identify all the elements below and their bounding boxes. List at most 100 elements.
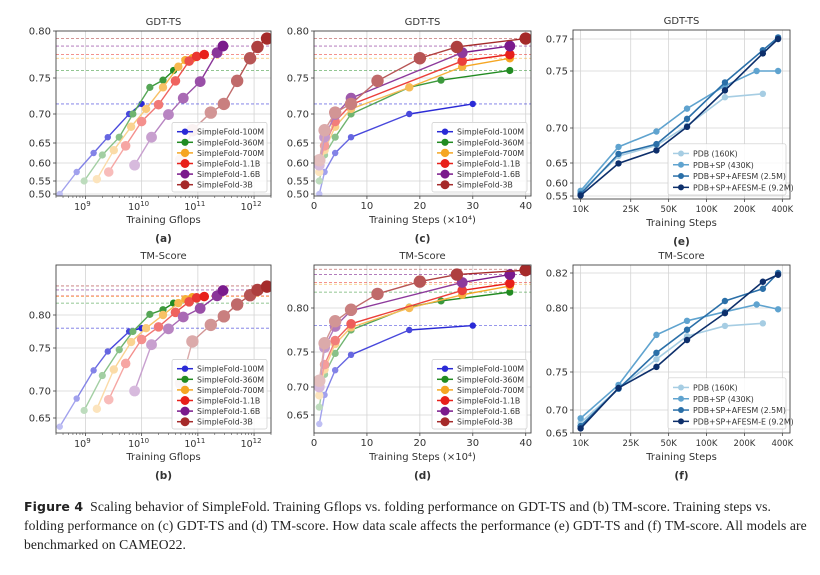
series-segment — [724, 322, 763, 327]
legend-item: SimpleFold-1.1B — [437, 159, 520, 169]
series-segment — [409, 66, 463, 89]
data-point — [505, 49, 515, 60]
legend-label: SimpleFold-1.1B — [197, 160, 260, 169]
legend-swatch-marker — [678, 384, 684, 391]
data-point — [759, 90, 767, 98]
legend: PDB (160K) PDB+SP (430K) PDB+SP+AFESM (2.5… — [667, 377, 794, 430]
series-segment — [334, 136, 352, 154]
series-layer — [314, 32, 531, 196]
legend-label: SimpleFold-360M — [197, 375, 264, 384]
series-segment — [655, 339, 688, 368]
data-point — [683, 115, 691, 123]
data-point — [450, 40, 464, 54]
legend-item: SimpleFold-1.1B — [437, 396, 520, 406]
data-point — [199, 291, 210, 302]
legend-label: SimpleFold-3B — [197, 181, 253, 190]
data-point — [759, 320, 767, 327]
series-segment — [101, 136, 120, 156]
data-point — [163, 109, 174, 120]
y-tick-label: 0.75 — [546, 368, 568, 379]
legend-swatch-marker — [180, 180, 190, 190]
series-simplefold-1-1b — [103, 49, 210, 177]
series-segment — [409, 79, 442, 89]
legend-item: SimpleFold-360M — [437, 138, 524, 147]
series-segment — [132, 313, 151, 332]
series-segment — [686, 300, 726, 331]
x-tick-label: 1012 — [241, 437, 262, 450]
data-point — [217, 40, 229, 52]
data-point — [177, 92, 189, 104]
y-tick-label: 0.75 — [287, 74, 309, 85]
y-tick-label: 0.77 — [546, 35, 568, 46]
x-tick-label: 40 — [519, 201, 532, 212]
series-segment — [655, 335, 688, 360]
series-segment — [462, 53, 510, 62]
series-segment — [83, 375, 103, 411]
legend-swatch-marker — [678, 418, 684, 425]
data-point — [146, 310, 154, 318]
data-point — [753, 67, 760, 75]
legend-item: PDB+SP (430K) — [673, 161, 754, 170]
series-segment — [580, 162, 620, 197]
chart-title: TM-Score — [657, 251, 704, 262]
data-point — [519, 265, 531, 277]
y-tick-label: 0.60 — [29, 159, 51, 170]
legend-label: SimpleFold-100M — [197, 128, 264, 137]
legend-item: PDB (160K) — [673, 383, 738, 392]
legend-swatch-marker — [441, 128, 449, 135]
data-point — [141, 104, 151, 114]
data-point — [653, 356, 660, 363]
series-segment — [132, 86, 151, 115]
legend-label: SimpleFold-360M — [457, 138, 524, 147]
data-point — [615, 150, 622, 158]
series-segment — [350, 307, 410, 329]
series-segment — [350, 86, 410, 110]
legend-swatch-marker — [180, 159, 190, 168]
data-point — [146, 83, 154, 91]
series-segment — [113, 341, 132, 370]
data-point — [129, 110, 137, 118]
data-point — [683, 336, 691, 344]
legend-item: SimpleFold-3B — [177, 180, 253, 190]
legend-label: SimpleFold-100M — [457, 128, 524, 137]
x-axis-label: Training Steps — [645, 218, 717, 229]
legend-label: SimpleFold-1.1B — [457, 160, 520, 169]
chart-title: GDT-TS — [146, 17, 182, 28]
series-segment — [656, 320, 688, 336]
y-tick-label: 0.80 — [29, 311, 51, 322]
legend-swatch-marker — [678, 395, 684, 402]
x-tick-label: 40 — [519, 438, 532, 449]
legend-item: PDB+SP+AFESM (2.5M) — [673, 406, 786, 415]
data-point — [136, 334, 147, 345]
data-point — [315, 177, 323, 185]
legend-swatch-marker — [180, 396, 190, 405]
legend-box — [667, 143, 787, 196]
series-pdb-sp-afesm-e-9-2m- — [577, 271, 782, 432]
data-point — [653, 331, 660, 339]
series-segment — [462, 273, 510, 284]
axes-frame — [572, 264, 791, 434]
series-segment — [617, 352, 657, 390]
x-tick-label: 10 — [361, 201, 374, 212]
series-pdb-sp-afesm-e-9-2m- — [577, 35, 782, 199]
x-axis-label: Training Gflops — [125, 452, 200, 463]
y-tick-label: 0.75 — [287, 348, 309, 359]
data-point — [683, 123, 691, 131]
series-simplefold-3b — [314, 32, 531, 167]
data-point — [158, 310, 168, 320]
series-segment — [107, 113, 130, 138]
series-segment — [118, 113, 134, 138]
data-point — [331, 149, 339, 157]
series-segment — [440, 69, 510, 81]
series-simplefold-100m — [316, 322, 476, 428]
series-segment — [59, 171, 78, 195]
series-segment — [462, 45, 510, 54]
chart-title: TM-Score — [139, 251, 186, 262]
caption-text: Scaling behavior of SimpleFold. Training… — [24, 499, 807, 552]
data-point — [120, 141, 131, 151]
series-segment — [419, 46, 458, 59]
chart-title: TM-Score — [398, 251, 445, 262]
panel-label: (e) — [673, 236, 690, 248]
data-point — [405, 83, 414, 92]
